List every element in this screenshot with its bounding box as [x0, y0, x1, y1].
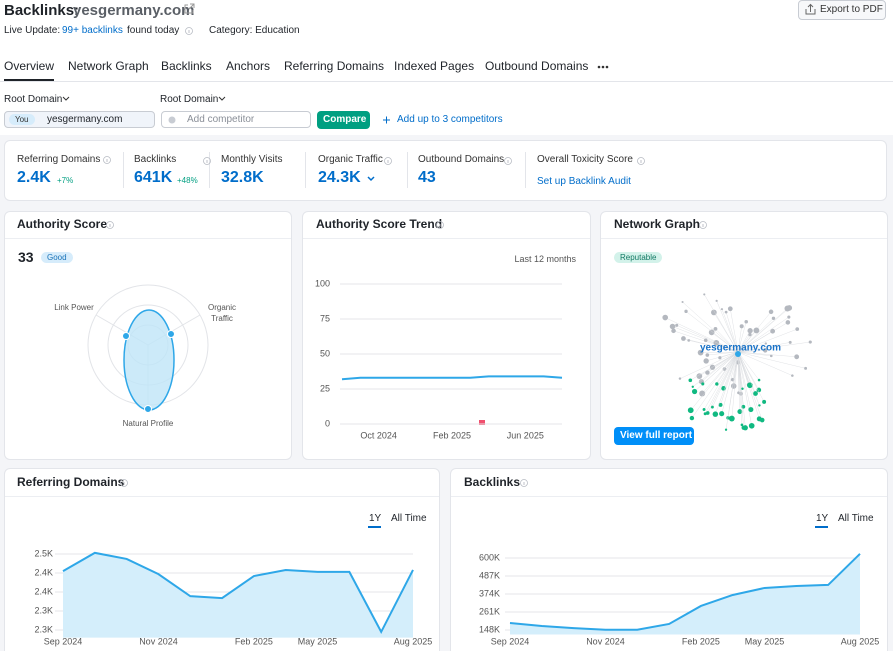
range-option[interactable]: All Time — [838, 513, 874, 524]
trend-card — [302, 211, 591, 460]
card-divider — [601, 238, 887, 239]
metric-value[interactable]: 32.8K — [221, 169, 264, 186]
metric-label: Outbound Domains — [418, 154, 505, 165]
tab[interactable]: Network Graph — [68, 59, 149, 73]
radar-axis-label: Organic Traffic — [207, 303, 236, 323]
metric-divider — [525, 152, 526, 188]
metric-label: Organic Traffic — [318, 154, 383, 165]
scope-select[interactable]: Root Domain — [160, 94, 219, 105]
export-button[interactable] — [798, 0, 886, 20]
metric-label: Overall Toxicity Score — [537, 154, 633, 165]
metric-value[interactable]: 2.4K — [17, 169, 51, 186]
metric-divider — [123, 152, 124, 188]
range-option[interactable]: 1Y — [816, 513, 829, 524]
tab[interactable]: Referring Domains — [284, 59, 385, 73]
competitor-placeholder: Add competitor — [187, 114, 255, 125]
network-card — [600, 211, 888, 460]
metric-link[interactable]: Set up Backlink Audit — [537, 176, 631, 187]
domain-input-value: yesgermany.com — [47, 114, 123, 125]
metric-divider — [305, 152, 306, 188]
metrics-card — [4, 140, 887, 201]
metric-change: +48% — [177, 176, 198, 185]
network-badge: Reputable — [614, 252, 663, 263]
metric-divider — [209, 152, 210, 188]
card-title: Backlinks — [464, 475, 521, 489]
view-report-label: View full report — [620, 430, 693, 441]
authority-score: 33 — [18, 249, 34, 265]
card-divider — [451, 496, 887, 497]
compare-button[interactable] — [317, 111, 370, 129]
metric-value[interactable]: 43 — [418, 169, 436, 186]
score-badge: Good — [41, 252, 73, 263]
view-report-button[interactable] — [614, 427, 694, 445]
metric-value[interactable]: 641K — [134, 169, 173, 186]
metric-value[interactable]: 24.3K — [318, 169, 361, 186]
card-divider — [5, 496, 439, 497]
backlinks-link[interactable]: 99+ backlinks — [62, 25, 123, 36]
page-title: Backlinks: — [4, 2, 80, 19]
active-tab-underline — [4, 79, 54, 81]
card-title: Referring Domains — [17, 475, 125, 489]
metric-divider — [407, 152, 408, 188]
card-divider — [303, 238, 590, 239]
category: Category: Education — [209, 25, 300, 36]
tab-border — [0, 81, 893, 82]
competitor-input[interactable] — [161, 111, 311, 128]
range-underline — [368, 526, 381, 528]
range-option[interactable]: 1Y — [369, 513, 382, 524]
radar-axis-label: Link Power — [54, 303, 94, 312]
tab[interactable]: Overview — [4, 59, 55, 73]
range-underline — [815, 526, 828, 528]
export-label: Export to PDF — [820, 4, 883, 15]
tab[interactable]: Anchors — [226, 59, 271, 73]
radar-axis-label: Natural Profile — [122, 419, 174, 428]
add-competitors[interactable]: Add up to 3 competitors — [397, 114, 503, 125]
card-title: Authority Score Trend — [316, 217, 443, 231]
metric-label: Monthly Visits — [221, 154, 283, 165]
range-option[interactable]: All Time — [391, 513, 427, 524]
tab[interactable]: Outbound Domains — [485, 59, 589, 73]
metric-label: Referring Domains — [17, 154, 101, 165]
found-today: found today — [127, 25, 180, 36]
metric-change: +7% — [57, 176, 74, 185]
tab[interactable]: Indexed Pages — [394, 59, 475, 73]
scope-select[interactable]: Root Domain — [4, 94, 63, 105]
live-update: Live Update: — [4, 25, 61, 36]
compare-label: Compare — [323, 114, 367, 125]
card-divider — [5, 238, 291, 239]
metric-label: Backlinks — [134, 154, 177, 165]
chart-subtitle: Last 12 months — [514, 254, 576, 264]
you-badge: You — [9, 114, 35, 125]
card-title: Network Graph — [614, 217, 701, 231]
card-title: Authority Score — [17, 217, 108, 231]
domain[interactable]: yesgermany.com — [73, 2, 195, 19]
domain-input[interactable] — [4, 111, 155, 128]
tab[interactable]: Backlinks — [161, 59, 212, 73]
